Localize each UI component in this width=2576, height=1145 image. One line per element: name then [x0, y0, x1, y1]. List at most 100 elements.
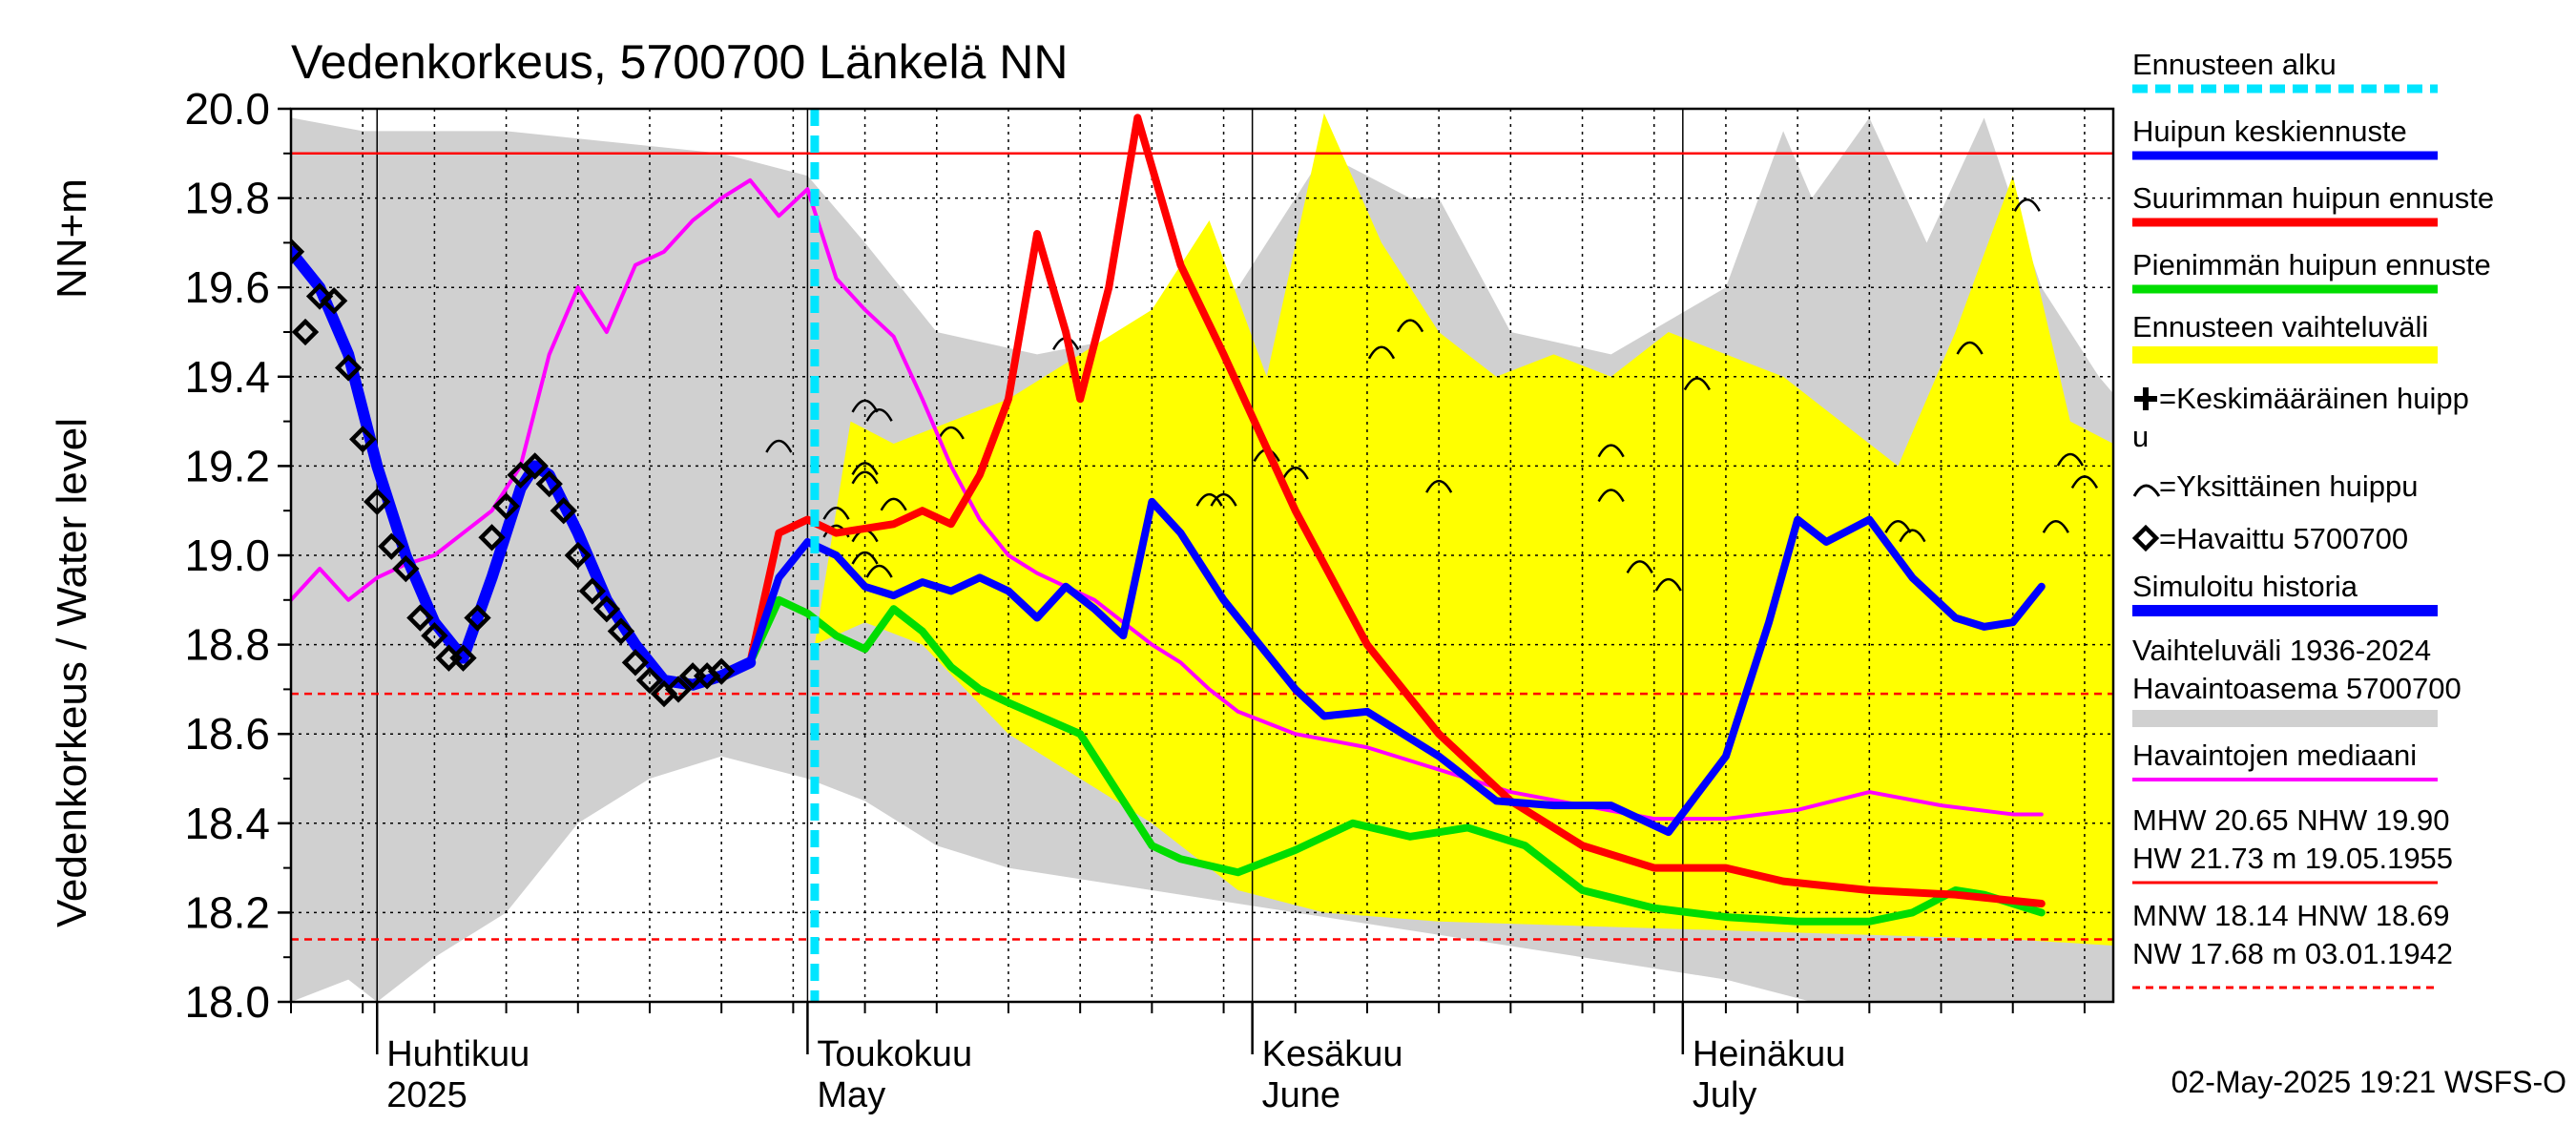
month-label: Huhtikuu: [386, 1034, 530, 1074]
legend-hist-range-label-2: Havaintoasema 5700700: [2132, 672, 2462, 705]
single-peak-marker: [1425, 479, 1453, 493]
y-tick-label: 20.0: [184, 84, 270, 134]
legend-mhw-label: MHW 20.65 NHW 19.90: [2132, 803, 2450, 837]
single-peak-marker: [1367, 345, 1396, 360]
legend-mean-peak-label: =Keskimääräinen huipp: [2159, 382, 2469, 415]
observed-point: [464, 604, 491, 632]
legend-hw-label: HW 21.73 m 19.05.1955: [2132, 842, 2453, 875]
y-tick-label: 19.8: [184, 174, 270, 223]
chart-title: Vedenkorkeus, 5700700 Länkelä NN: [291, 35, 1068, 89]
y-tick-label: 18.4: [184, 799, 270, 848]
axes: 20.0 19.8 19.6 19.4 19.2 19.0 18.8 18.6 18.4 18.2…: [184, 84, 2115, 1115]
legend-observed-label: =Havaittu 5700700: [2159, 522, 2408, 555]
y-tick-label: 19.0: [184, 531, 270, 580]
observed-point: [449, 644, 477, 672]
legend-forecast-range-label: Ennusteen vaihteluväli: [2132, 310, 2428, 344]
single-peak-marker: [2013, 198, 2041, 212]
median-line: [291, 177, 2044, 822]
legend-mean-peak-cross: [2134, 387, 2157, 410]
legend-min-forecast-label: Pienimmän huipun ennuste: [2132, 248, 2491, 281]
legend-forecast-range-swatch: [2132, 346, 2438, 364]
mean-peak-forecast-line: [746, 497, 2046, 837]
single-peak-marker: [1195, 492, 1223, 507]
y-tick-label: 19.6: [184, 262, 270, 312]
observed-point: [535, 469, 563, 498]
y-tick-label: 18.8: [184, 620, 270, 670]
y-tick-label: 19.4: [184, 352, 270, 402]
plot-content: [291, 109, 2113, 1002]
legend-mnw-label: MNW 18.14 HNW 18.69: [2132, 899, 2450, 932]
legend-forecast-start-label: Ennusteen alku: [2132, 48, 2337, 81]
observed-point: [392, 554, 420, 583]
legend-single-peak-label: =Yksittäinen huippu: [2159, 469, 2418, 503]
single-peak-marker: [1899, 529, 1926, 543]
observed-point: [492, 492, 520, 520]
single-peak-marker: [1597, 489, 1625, 503]
legend-hist-range-swatch: [2132, 710, 2438, 727]
observed-point: [592, 594, 621, 623]
single-peak-marker: [937, 426, 965, 440]
single-peak-marker: [822, 506, 850, 520]
y-axis-label: Vedenkorkeus / Water level: [49, 418, 95, 927]
plot-area: [291, 109, 2113, 1002]
single-peak-marker: [1654, 577, 1682, 592]
single-peak-marker: [865, 564, 893, 578]
single-peak-marker: [851, 399, 879, 413]
observed-point: [421, 622, 448, 650]
y-axis-unit: NN+m: [49, 178, 95, 299]
legend-simulated-label: Simuloitu historia: [2132, 570, 2358, 603]
observed-point: [521, 452, 549, 480]
y-tick-label: 19.2: [184, 441, 270, 490]
month-label: Kesäkuu: [1262, 1034, 1403, 1074]
observed-point: [378, 532, 405, 560]
single-peak-marker: [2056, 452, 2084, 467]
observed-point: [406, 604, 434, 632]
observed-point: [550, 497, 577, 525]
legend-median-label: Havaintojen mediaani: [2132, 739, 2417, 772]
single-peak-marker: [1956, 341, 1984, 355]
single-peak-marker: [2042, 520, 2069, 533]
single-peak-marker: [851, 462, 879, 476]
single-peak-marker: [1210, 492, 1237, 507]
single-peak-marker: [880, 497, 907, 511]
single-peak-marker: [1626, 560, 1653, 573]
single-peak-marker: [1597, 444, 1625, 458]
y-tick-label: 18.6: [184, 709, 270, 759]
single-peak-marker: [2070, 475, 2099, 489]
single-peak-marker: [851, 470, 879, 485]
observed-point: [320, 287, 348, 315]
footer-timestamp: 02-May-2025 19:21 WSFS-O: [2171, 1065, 2566, 1099]
observed-point: [305, 282, 334, 310]
y-tick-label: 18.0: [184, 977, 270, 1027]
observed-point: [607, 617, 635, 645]
legend-mean-peak-label-wrap: u: [2132, 420, 2149, 453]
observed-point: [291, 318, 320, 346]
observed-point: [635, 666, 664, 695]
observed-point: [707, 657, 736, 685]
legend-mean-forecast-label: Huipun keskiennuste: [2132, 114, 2407, 148]
single-peak-marker: [851, 551, 879, 565]
single-peak-marker: [765, 439, 793, 453]
single-peak-marker: [1281, 466, 1309, 480]
observed-point: [478, 524, 506, 552]
observed-point: [291, 238, 305, 265]
observed-point: [364, 488, 391, 516]
month-label-en: 2025: [386, 1075, 467, 1115]
observed-point: [621, 649, 650, 677]
month-label: Heinäkuu: [1693, 1034, 1846, 1074]
legend-single-peak-arc: [2132, 484, 2161, 497]
month-label-en: June: [1262, 1075, 1340, 1115]
single-peak-marker: [1396, 319, 1424, 333]
observed-point: [564, 541, 592, 570]
month-label-en: May: [817, 1075, 885, 1115]
y-tick-label: 18.2: [184, 887, 270, 937]
legend-hist-range-label: Vaihteluväli 1936-2024: [2132, 634, 2431, 667]
single-peak-marker: [865, 408, 893, 422]
observed-point: [664, 676, 693, 703]
single-peak-marker: [1884, 520, 1912, 533]
forecast-range-band: [814, 113, 2113, 947]
month-label-en: July: [1693, 1075, 1757, 1115]
legend-max-forecast-label: Suurimman huipun ennuste: [2132, 181, 2494, 215]
max-peak-forecast-line: [746, 114, 2046, 908]
